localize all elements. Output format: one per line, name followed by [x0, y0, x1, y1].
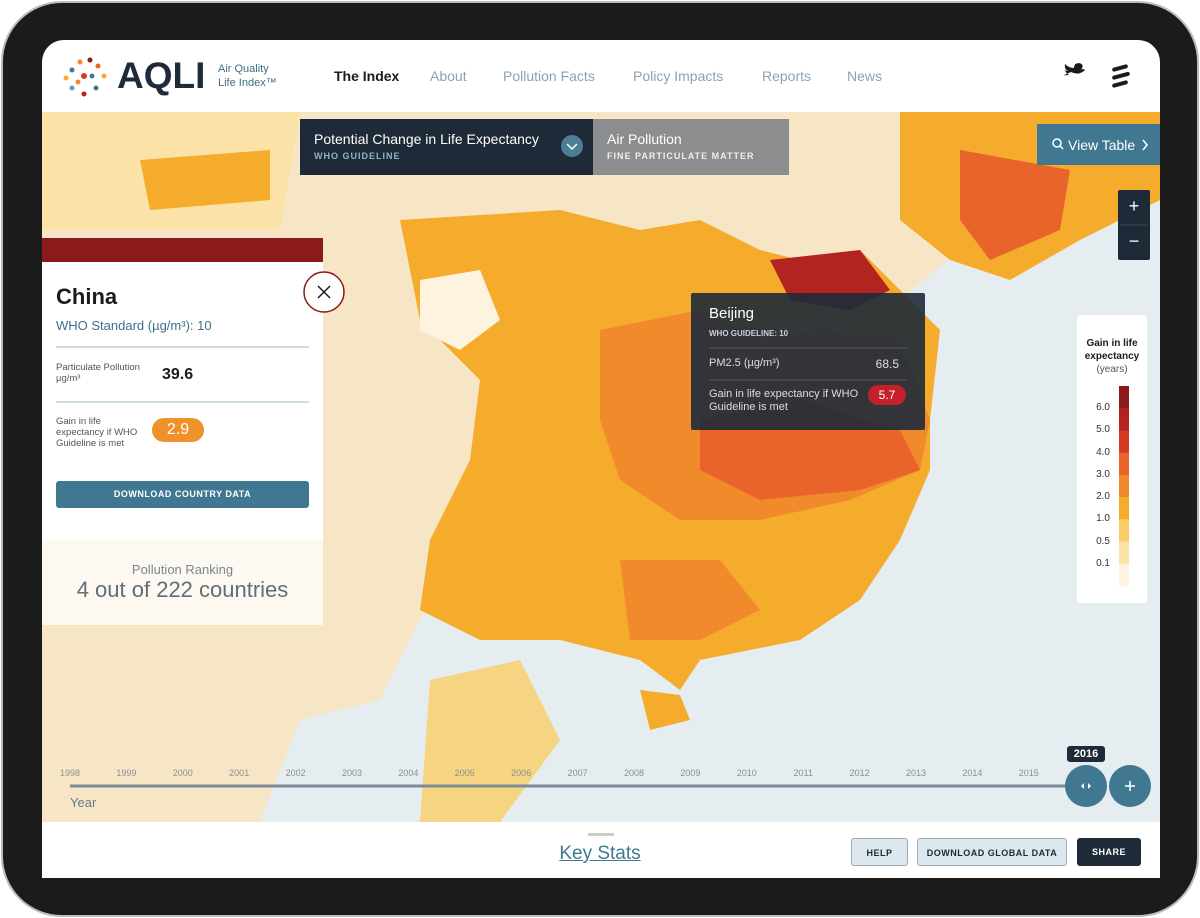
nav-link[interactable]: Policy Impacts: [633, 68, 724, 84]
year-tick[interactable]: 2001: [229, 768, 250, 778]
nav-link[interactable]: About: [430, 68, 467, 84]
view-table-button[interactable]: [1037, 124, 1160, 165]
legend-swatch: [1119, 386, 1129, 409]
nav-link[interactable]: News: [847, 68, 883, 84]
legend-swatch: [1119, 408, 1129, 431]
logo-mark: [63, 57, 107, 97]
logo-sub: Air Quality: [218, 63, 269, 75]
help-button[interactable]: HELP: [851, 838, 908, 866]
gain-label: Gain in life expectancy if WHO Guideline…: [56, 416, 138, 449]
gain-value: 2.9: [166, 421, 190, 438]
tab-dropdown[interactable]: [561, 135, 583, 157]
logo-sub: Life Index™: [218, 77, 277, 89]
year-tick[interactable]: 2002: [285, 768, 306, 778]
legend-title: Gain in life expectancy: [1084, 338, 1140, 362]
tooltip-title: Beijing: [709, 305, 755, 322]
year-tick[interactable]: 2011: [793, 768, 813, 778]
country-name: China: [56, 284, 118, 309]
twitter-icon[interactable]: [1064, 63, 1085, 76]
tab-title: Potential Change in Life Expectancy: [314, 131, 539, 147]
key-stats[interactable]: Key Stats: [559, 843, 641, 864]
country-header: [42, 238, 323, 262]
pollution-value: 39.6: [162, 366, 194, 383]
year-badge: [1067, 746, 1105, 762]
legend-swatch: [1119, 519, 1129, 543]
pollution-label: Particulate Pollution µg/m³: [56, 362, 140, 384]
legend-label: 1.0: [1096, 513, 1110, 525]
download-global-button[interactable]: DOWNLOAD GLOBAL DATA: [917, 838, 1067, 866]
year-tick[interactable]: 1999: [116, 768, 137, 778]
share-button[interactable]: SHARE: [1077, 838, 1141, 866]
tooltip-subtitle: WHO GUIDELINE: 10: [709, 329, 789, 338]
legend-swatch: [1119, 563, 1129, 587]
year-tick[interactable]: 2003: [341, 768, 363, 778]
nav-link[interactable]: Pollution Facts: [503, 68, 595, 84]
legend-swatch: [1119, 474, 1129, 498]
year-tick[interactable]: 2004: [398, 768, 419, 778]
year-tick[interactable]: 2010: [736, 768, 757, 778]
year-tick[interactable]: 2007: [567, 768, 588, 778]
legend-swatch: [1119, 452, 1129, 476]
legend-swatch: [1119, 430, 1129, 454]
tooltip-gain-label: Gain in life expectancy if WHO Guideline…: [709, 388, 859, 413]
legend-label: 0.1: [1096, 557, 1110, 569]
legend-label: 0.5: [1096, 535, 1110, 547]
nav-link[interactable]: Reports: [762, 68, 812, 84]
tooltip-gain-value: 5.7: [878, 388, 896, 402]
current-year: 2016: [1073, 748, 1099, 760]
tooltip-gain-pill: [868, 385, 906, 405]
pm-label: PM2.5 (µg/m³): [709, 357, 780, 369]
tab-subtitle: WHO GUIDELINE: [314, 151, 401, 161]
year-tick[interactable]: 2013: [905, 768, 927, 778]
tab-subtitle: FINE PARTICULATE MATTER: [607, 151, 755, 161]
tab-title: Air Pollution: [607, 131, 682, 147]
zoom-out[interactable]: −: [1128, 231, 1140, 251]
legend-unit: (years): [1096, 364, 1128, 375]
nav-link[interactable]: The Index: [334, 68, 400, 84]
tooltip: [691, 293, 925, 430]
epic-icon[interactable]: [1112, 64, 1130, 88]
zoom-in[interactable]: +: [1128, 196, 1140, 216]
tab-active[interactable]: [300, 119, 593, 175]
timeline-label: Year: [70, 795, 97, 810]
year-tick[interactable]: 2012: [849, 768, 870, 778]
year-tick[interactable]: 2006: [511, 768, 532, 778]
download-country-label[interactable]: DOWNLOAD COUNTRY DATA: [113, 489, 252, 499]
ranking-label: Pollution Ranking: [131, 562, 234, 577]
legend-label: 4.0: [1096, 446, 1110, 458]
legend-swatch: [1119, 541, 1129, 565]
legend: [1077, 315, 1147, 603]
legend-label: 2.0: [1096, 491, 1110, 503]
legend-swatch: [1119, 497, 1129, 520]
legend-label: 5.0: [1096, 424, 1110, 436]
gain-pill: [152, 418, 204, 442]
download-country-button[interactable]: [56, 481, 309, 508]
ranking: 4 out of 222 countries: [76, 577, 289, 602]
year-tick[interactable]: 2008: [623, 768, 645, 778]
who-standard: WHO Standard (µg/m³): 10: [56, 318, 212, 333]
year-tick[interactable]: 2000: [172, 768, 193, 778]
pm-value: 68.5: [875, 357, 899, 371]
timeline-handle[interactable]: [1065, 765, 1107, 807]
year-tick[interactable]: 2009: [680, 768, 701, 778]
logo[interactable]: AQLI: [117, 55, 206, 96]
legend-label: 6.0: [1096, 402, 1110, 414]
year-tick[interactable]: 1998: [59, 768, 81, 778]
view-table-label[interactable]: View Table: [1068, 137, 1136, 153]
legend-label: 3.0: [1096, 468, 1110, 480]
year-tick[interactable]: 2014: [962, 768, 983, 778]
year-tick[interactable]: 2005: [454, 768, 475, 778]
year-tick[interactable]: 2015: [1018, 768, 1039, 778]
tab[interactable]: [593, 119, 789, 175]
